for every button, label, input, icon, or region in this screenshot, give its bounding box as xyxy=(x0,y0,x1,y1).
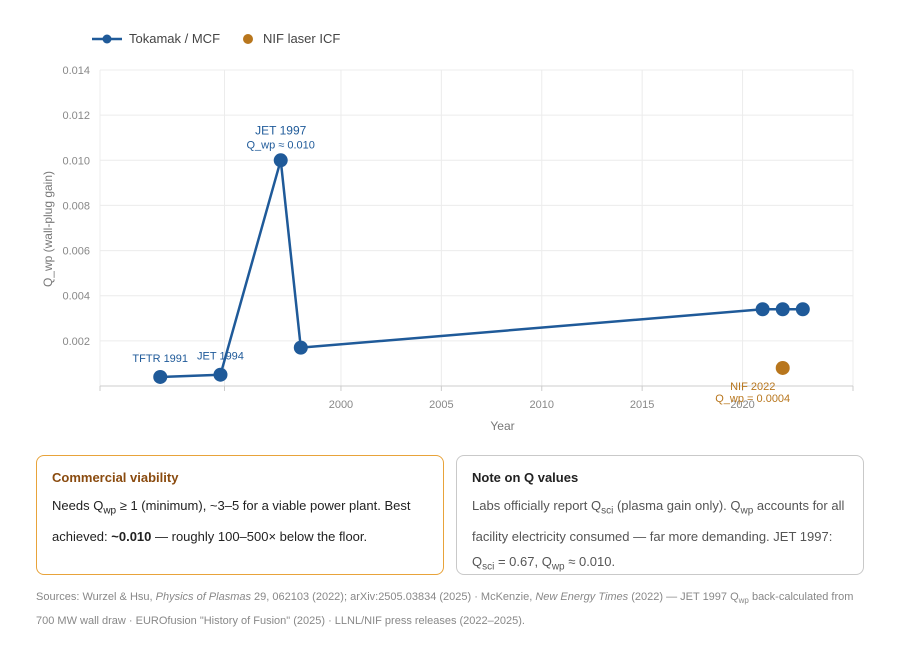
data-point-tokamak-mcf xyxy=(775,302,790,317)
cv-text-2: ≥ 1 (minimum), ~3–5 for a viable power p… xyxy=(116,498,411,513)
data-point-tokamak-mcf xyxy=(293,340,308,355)
y-tick-label: 0.008 xyxy=(62,200,90,212)
note-text-3: accounts for all xyxy=(753,498,845,513)
legend-dot-marker-icon xyxy=(243,33,254,44)
note-sub-3: sci xyxy=(482,561,495,573)
cv-text-4: — roughly 100–500× below the floor. xyxy=(151,528,368,544)
commercial-viability-card: Commercial viability Needs Qwp ≥ 1 (mini… xyxy=(36,455,444,575)
q-values-note-text: Labs officially report Qsci (plasma gain… xyxy=(472,493,848,579)
cv-text-1: Needs Q xyxy=(52,498,104,513)
legend-label-tokamak: Tokamak / MCF xyxy=(129,31,221,46)
note-sub-1: sci xyxy=(601,505,614,517)
cv-sub-1: wp xyxy=(103,505,117,517)
legend-line-marker-icon xyxy=(92,34,122,43)
commercial-viability-text: Needs Qwp ≥ 1 (minimum), ~3–5 for a viab… xyxy=(52,493,428,549)
q-values-note-card: Note on Q values Labs officially report … xyxy=(456,455,864,575)
x-tick-label: 2015 xyxy=(630,399,654,411)
y-tick-label: 0.002 xyxy=(62,336,90,348)
commercial-viability-title: Commercial viability xyxy=(52,470,179,485)
y-axis-title: Q_wp (wall-plug gain) xyxy=(41,171,55,287)
note-sub-2: wp xyxy=(740,505,754,517)
sources-sub: wp xyxy=(738,596,749,606)
cv-best-value: ~0.010 xyxy=(111,528,152,544)
sources-footnote: Sources: Wurzel & Hsu, Physics of Plasma… xyxy=(36,587,864,631)
x-tick-label: 2005 xyxy=(429,399,453,411)
x-tick-label: 2010 xyxy=(530,399,554,411)
sources-text-4: back-calculated from xyxy=(748,591,854,603)
annotation-label: Q_wp ≈ 0.010 xyxy=(247,139,315,151)
y-tick-label: 0.012 xyxy=(62,110,90,122)
x-tick-label: 2000 xyxy=(329,399,353,411)
note-sub-4: wp xyxy=(551,561,565,573)
sources-text-1: Sources: Wurzel & Hsu, xyxy=(36,591,156,603)
note-text-5: Q xyxy=(472,553,483,569)
note-text-1: Labs officially report Q xyxy=(472,498,602,513)
data-point-tokamak-mcf xyxy=(153,369,168,384)
cv-text-3: achieved: xyxy=(52,528,112,544)
y-tick-label: 0.014 xyxy=(62,65,90,77)
sources-text-2: 29, 062103 (2022); arXiv:2505.03834 (202… xyxy=(251,591,536,603)
annotation-label: Q_wp = 0.0004 xyxy=(715,393,790,405)
data-point-tokamak-mcf xyxy=(273,153,288,168)
chart-canvas: 0.002 0.004 0.006 0.008 0.010 0.012 0.014 2000 2… xyxy=(41,65,854,433)
x-axis-title: Year xyxy=(490,419,514,433)
data-point-tokamak-mcf xyxy=(213,367,228,382)
y-tick-label: 0.004 xyxy=(62,291,90,303)
chart-legend: Tokamak / MCF NIF laser ICF xyxy=(92,31,362,46)
sources-journal-1: Physics of Plasmas xyxy=(155,591,251,603)
annotation-label: JET 1994 xyxy=(197,351,244,363)
x-tick-label: 2020 xyxy=(730,399,754,411)
sources-journal-2: New Energy Times xyxy=(535,591,629,603)
data-point-tokamak-mcf xyxy=(795,302,810,317)
data-point-tokamak-mcf xyxy=(755,302,770,317)
legend-label-nif: NIF laser ICF xyxy=(263,31,341,46)
annotation-label: TFTR 1991 xyxy=(132,353,188,365)
note-text-2: (plasma gain only). Q xyxy=(613,498,741,513)
sources-text-5: 700 MW wall draw · EUROfusion "History o… xyxy=(36,615,525,628)
legend-item-tokamak[interactable]: Tokamak / MCF xyxy=(92,31,220,46)
series-line-tokamak-mcf xyxy=(160,159,803,379)
annotation-label: JET 1997 xyxy=(255,123,306,137)
note-text-7: ≈ 0.010. xyxy=(564,553,616,569)
sources-text-3: (2022) — JET 1997 Q xyxy=(628,591,739,603)
note-text-6: = 0.67, Q xyxy=(494,553,552,569)
q-values-note-title: Note on Q values xyxy=(472,470,579,485)
data-point-nif-laser-icf xyxy=(775,360,790,375)
legend-item-nif[interactable]: NIF laser ICF xyxy=(242,31,340,46)
annotation-label: NIF 2022 xyxy=(730,381,775,393)
note-text-4: facility electricity consumed — far more… xyxy=(472,528,833,544)
y-tick-label: 0.010 xyxy=(62,155,90,167)
y-tick-label: 0.006 xyxy=(62,246,90,258)
